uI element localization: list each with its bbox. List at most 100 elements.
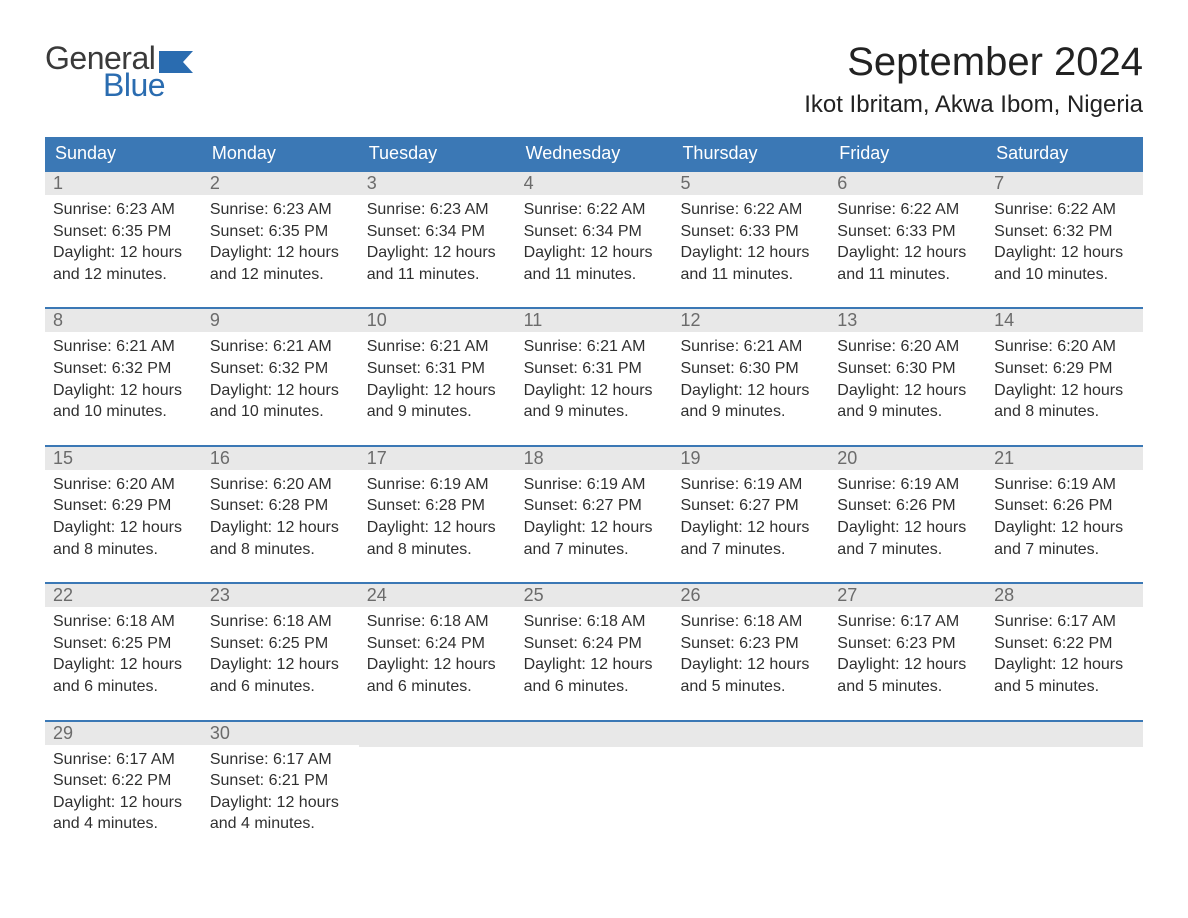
dow-thursday: Thursday — [672, 137, 829, 170]
day-cell: 23Sunrise: 6:18 AMSunset: 6:25 PMDayligh… — [202, 584, 359, 705]
day-number — [359, 722, 516, 747]
daylight-line: Daylight: 12 hours and 4 minutes. — [210, 792, 351, 835]
day-number: 14 — [986, 309, 1143, 332]
sunrise-line: Sunrise: 6:17 AM — [53, 749, 194, 771]
sunset-line: Sunset: 6:31 PM — [524, 358, 665, 380]
daylight-line: Daylight: 12 hours and 4 minutes. — [53, 792, 194, 835]
title-block: September 2024 Ikot Ibritam, Akwa Ibom, … — [804, 40, 1143, 119]
sunset-line: Sunset: 6:28 PM — [367, 495, 508, 517]
sunrise-line: Sunrise: 6:18 AM — [680, 611, 821, 633]
day-cell: 21Sunrise: 6:19 AMSunset: 6:26 PMDayligh… — [986, 447, 1143, 568]
daylight-line: Daylight: 12 hours and 12 minutes. — [210, 242, 351, 285]
day-body: Sunrise: 6:21 AMSunset: 6:32 PMDaylight:… — [202, 332, 359, 430]
sunset-line: Sunset: 6:25 PM — [210, 633, 351, 655]
day-cell: 4Sunrise: 6:22 AMSunset: 6:34 PMDaylight… — [516, 172, 673, 293]
day-cell: 12Sunrise: 6:21 AMSunset: 6:30 PMDayligh… — [672, 309, 829, 430]
weeks-container: 1Sunrise: 6:23 AMSunset: 6:35 PMDaylight… — [45, 170, 1143, 843]
dow-friday: Friday — [829, 137, 986, 170]
daylight-line: Daylight: 12 hours and 10 minutes. — [53, 380, 194, 423]
sunset-line: Sunset: 6:25 PM — [53, 633, 194, 655]
day-cell — [516, 722, 673, 843]
sunrise-line: Sunrise: 6:22 AM — [680, 199, 821, 221]
day-cell: 3Sunrise: 6:23 AMSunset: 6:34 PMDaylight… — [359, 172, 516, 293]
day-body: Sunrise: 6:19 AMSunset: 6:28 PMDaylight:… — [359, 470, 516, 568]
day-cell: 28Sunrise: 6:17 AMSunset: 6:22 PMDayligh… — [986, 584, 1143, 705]
sunset-line: Sunset: 6:31 PM — [367, 358, 508, 380]
day-body: Sunrise: 6:22 AMSunset: 6:33 PMDaylight:… — [672, 195, 829, 293]
days-of-week-header: Sunday Monday Tuesday Wednesday Thursday… — [45, 137, 1143, 170]
day-body: Sunrise: 6:21 AMSunset: 6:32 PMDaylight:… — [45, 332, 202, 430]
daylight-line: Daylight: 12 hours and 7 minutes. — [994, 517, 1135, 560]
day-number: 16 — [202, 447, 359, 470]
day-body: Sunrise: 6:21 AMSunset: 6:30 PMDaylight:… — [672, 332, 829, 430]
day-number: 22 — [45, 584, 202, 607]
day-body: Sunrise: 6:17 AMSunset: 6:22 PMDaylight:… — [986, 607, 1143, 705]
daylight-line: Daylight: 12 hours and 6 minutes. — [524, 654, 665, 697]
sunrise-line: Sunrise: 6:19 AM — [837, 474, 978, 496]
sunset-line: Sunset: 6:22 PM — [994, 633, 1135, 655]
sunset-line: Sunset: 6:21 PM — [210, 770, 351, 792]
sunrise-line: Sunrise: 6:18 AM — [367, 611, 508, 633]
sunset-line: Sunset: 6:27 PM — [680, 495, 821, 517]
daylight-line: Daylight: 12 hours and 7 minutes. — [680, 517, 821, 560]
day-body: Sunrise: 6:20 AMSunset: 6:29 PMDaylight:… — [986, 332, 1143, 430]
day-number: 23 — [202, 584, 359, 607]
day-body: Sunrise: 6:21 AMSunset: 6:31 PMDaylight:… — [516, 332, 673, 430]
daylight-line: Daylight: 12 hours and 5 minutes. — [680, 654, 821, 697]
day-body: Sunrise: 6:19 AMSunset: 6:27 PMDaylight:… — [516, 470, 673, 568]
sunset-line: Sunset: 6:32 PM — [53, 358, 194, 380]
daylight-line: Daylight: 12 hours and 5 minutes. — [994, 654, 1135, 697]
day-cell: 26Sunrise: 6:18 AMSunset: 6:23 PMDayligh… — [672, 584, 829, 705]
dow-wednesday: Wednesday — [516, 137, 673, 170]
sunrise-line: Sunrise: 6:20 AM — [994, 336, 1135, 358]
sunrise-line: Sunrise: 6:21 AM — [367, 336, 508, 358]
day-number: 13 — [829, 309, 986, 332]
day-number: 8 — [45, 309, 202, 332]
month-title: September 2024 — [804, 40, 1143, 85]
daylight-line: Daylight: 12 hours and 11 minutes. — [837, 242, 978, 285]
day-body: Sunrise: 6:18 AMSunset: 6:25 PMDaylight:… — [202, 607, 359, 705]
day-number: 18 — [516, 447, 673, 470]
day-number: 5 — [672, 172, 829, 195]
day-number: 29 — [45, 722, 202, 745]
dow-tuesday: Tuesday — [359, 137, 516, 170]
day-cell — [829, 722, 986, 843]
day-cell: 24Sunrise: 6:18 AMSunset: 6:24 PMDayligh… — [359, 584, 516, 705]
daylight-line: Daylight: 12 hours and 5 minutes. — [837, 654, 978, 697]
day-number: 20 — [829, 447, 986, 470]
day-number: 28 — [986, 584, 1143, 607]
sunrise-line: Sunrise: 6:21 AM — [53, 336, 194, 358]
sunset-line: Sunset: 6:34 PM — [524, 221, 665, 243]
day-number: 10 — [359, 309, 516, 332]
week-row: 8Sunrise: 6:21 AMSunset: 6:32 PMDaylight… — [45, 307, 1143, 430]
day-cell: 9Sunrise: 6:21 AMSunset: 6:32 PMDaylight… — [202, 309, 359, 430]
week-row: 29Sunrise: 6:17 AMSunset: 6:22 PMDayligh… — [45, 720, 1143, 843]
sunset-line: Sunset: 6:26 PM — [994, 495, 1135, 517]
dow-monday: Monday — [202, 137, 359, 170]
day-cell: 8Sunrise: 6:21 AMSunset: 6:32 PMDaylight… — [45, 309, 202, 430]
daylight-line: Daylight: 12 hours and 6 minutes. — [367, 654, 508, 697]
day-number: 12 — [672, 309, 829, 332]
sunset-line: Sunset: 6:33 PM — [837, 221, 978, 243]
day-cell: 20Sunrise: 6:19 AMSunset: 6:26 PMDayligh… — [829, 447, 986, 568]
day-number: 2 — [202, 172, 359, 195]
day-body: Sunrise: 6:22 AMSunset: 6:34 PMDaylight:… — [516, 195, 673, 293]
day-cell: 15Sunrise: 6:20 AMSunset: 6:29 PMDayligh… — [45, 447, 202, 568]
day-number: 1 — [45, 172, 202, 195]
daylight-line: Daylight: 12 hours and 10 minutes. — [210, 380, 351, 423]
sunrise-line: Sunrise: 6:23 AM — [53, 199, 194, 221]
week-row: 22Sunrise: 6:18 AMSunset: 6:25 PMDayligh… — [45, 582, 1143, 705]
day-cell: 1Sunrise: 6:23 AMSunset: 6:35 PMDaylight… — [45, 172, 202, 293]
sunset-line: Sunset: 6:35 PM — [53, 221, 194, 243]
sunrise-line: Sunrise: 6:21 AM — [210, 336, 351, 358]
day-number: 6 — [829, 172, 986, 195]
sunrise-line: Sunrise: 6:17 AM — [837, 611, 978, 633]
day-cell: 14Sunrise: 6:20 AMSunset: 6:29 PMDayligh… — [986, 309, 1143, 430]
day-body: Sunrise: 6:23 AMSunset: 6:35 PMDaylight:… — [202, 195, 359, 293]
sunset-line: Sunset: 6:26 PM — [837, 495, 978, 517]
day-number: 24 — [359, 584, 516, 607]
day-body: Sunrise: 6:23 AMSunset: 6:34 PMDaylight:… — [359, 195, 516, 293]
day-number: 21 — [986, 447, 1143, 470]
calendar: Sunday Monday Tuesday Wednesday Thursday… — [45, 137, 1143, 843]
day-body: Sunrise: 6:20 AMSunset: 6:28 PMDaylight:… — [202, 470, 359, 568]
